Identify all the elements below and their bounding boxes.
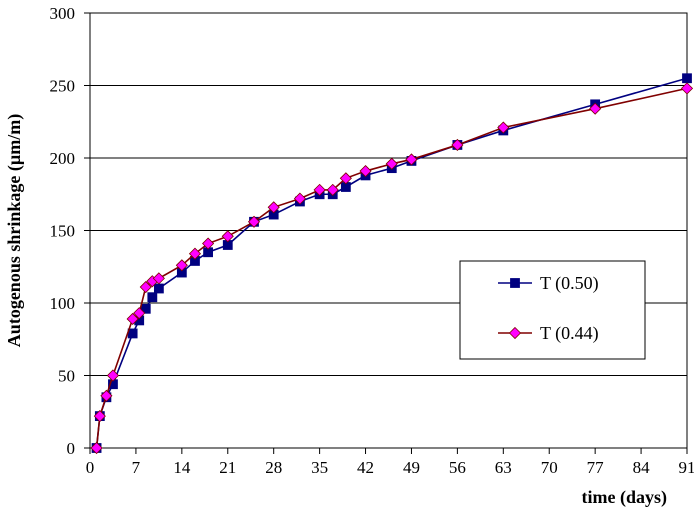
legend: T (0.50) T (0.44) (459, 260, 646, 360)
y-axis-title: Autogenous shrinkage (µm/m) (4, 114, 25, 347)
y-tick-label: 250 (50, 77, 76, 96)
data-point (451, 138, 464, 152)
legend-marker (508, 326, 522, 340)
data-point (405, 153, 418, 166)
x-axis-title: time (days) (582, 487, 667, 508)
x-tick-label: 7 (132, 458, 141, 477)
series-layer (90, 73, 694, 455)
data-point (247, 215, 261, 228)
x-axis: 0 7 14 21 28 35 42 49 56 63 70 77 84 91 (86, 448, 694, 477)
data-point (221, 230, 234, 243)
x-tick-label: 63 (495, 458, 512, 477)
x-tick-label: 70 (541, 458, 558, 477)
legend-label: T (0.50) (540, 273, 599, 294)
data-point (140, 303, 151, 314)
data-point (326, 183, 339, 196)
y-tick-label: 100 (50, 294, 76, 313)
legend-label: T (0.44) (540, 323, 599, 344)
data-point (385, 157, 398, 170)
data-point (126, 312, 139, 326)
x-tick-label: 84 (633, 458, 651, 477)
data-point (682, 73, 692, 84)
data-point (153, 283, 164, 294)
legend-item-2: T (0.44) (498, 323, 599, 344)
x-tick-label: 56 (449, 458, 466, 477)
x-tick-label: 42 (357, 458, 374, 477)
data-point (175, 259, 188, 272)
data-point (147, 292, 158, 303)
x-tick-label: 28 (265, 458, 282, 477)
data-point (680, 82, 694, 95)
data-point (497, 121, 510, 134)
y-tick-label: 200 (50, 149, 76, 168)
x-tick-label: 0 (86, 458, 95, 477)
data-point (152, 272, 165, 285)
y-axis: 0 50 100 150 200 250 300 (50, 4, 90, 458)
data-point (188, 247, 202, 260)
y-tick-label: 300 (50, 4, 76, 23)
data-point (202, 237, 215, 250)
data-point (93, 410, 106, 423)
x-tick-label: 77 (587, 458, 605, 477)
data-point (589, 102, 602, 115)
data-point (313, 183, 326, 196)
data-point (267, 201, 280, 214)
y-tick-label: 0 (67, 439, 76, 458)
data-point (100, 389, 113, 402)
data-point (293, 192, 306, 205)
data-point (139, 280, 152, 294)
x-tick-label: 35 (311, 458, 328, 477)
x-tick-label: 21 (219, 458, 236, 477)
x-tick-label: 91 (679, 458, 694, 477)
data-point (359, 164, 372, 178)
legend-marker (510, 278, 520, 288)
data-point (133, 307, 146, 320)
legend-item-1: T (0.50) (498, 273, 599, 294)
legend-box (459, 260, 646, 360)
series-2 (90, 82, 694, 455)
x-tick-label: 14 (173, 458, 191, 477)
data-point (339, 172, 352, 185)
data-point (106, 369, 120, 382)
x-tick-label: 49 (403, 458, 420, 477)
data-point (90, 441, 103, 455)
y-tick-label: 150 (50, 222, 76, 241)
y-tick-label: 50 (58, 367, 75, 386)
